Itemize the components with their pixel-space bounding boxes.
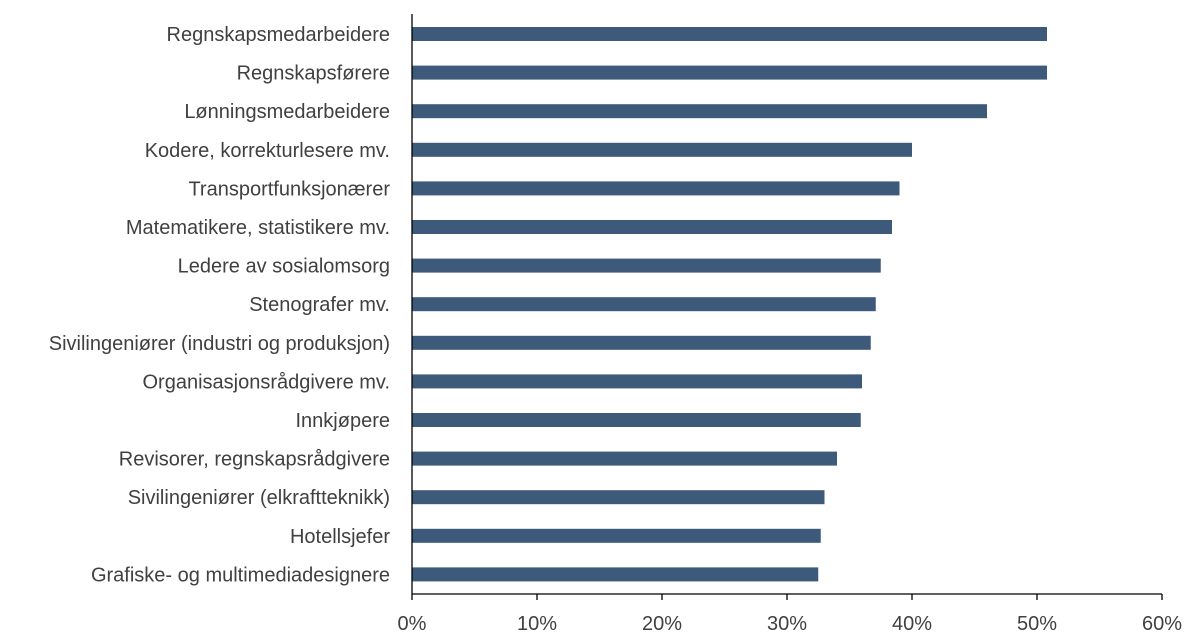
category-label: Stenografer mv. <box>249 294 390 316</box>
x-ticks-group: 0% 10% 20% 30% 40% 50% 60% <box>398 594 1182 635</box>
bar <box>412 490 825 505</box>
bars-group <box>412 27 1047 582</box>
bar <box>412 220 892 234</box>
category-label: Regnskapsmedarbeidere <box>167 24 390 46</box>
bar <box>412 451 837 466</box>
bar <box>412 258 881 273</box>
bar <box>412 104 987 119</box>
category-label: Sivilingeniører (elkraftteknikk) <box>128 487 390 509</box>
category-label: Hotellsjefer <box>290 526 390 548</box>
x-tick-label: 30% <box>767 613 807 635</box>
category-label: Regnskapsførere <box>237 63 390 85</box>
x-tick-label: 10% <box>517 613 557 635</box>
x-tick-label: 0% <box>398 613 427 635</box>
bar <box>412 528 821 543</box>
bar <box>412 413 861 427</box>
category-label: Innkjøpere <box>296 410 391 432</box>
category-label: Lønningsmedarbeidere <box>184 101 390 123</box>
category-label: Sivilingeniører (industri og produksjon) <box>49 333 390 355</box>
x-tick-label: 20% <box>642 613 682 635</box>
bar <box>412 567 819 582</box>
bar <box>412 335 871 350</box>
bar <box>412 27 1047 41</box>
bar <box>412 181 900 196</box>
category-label: Kodere, korrekturlesere mv. <box>145 140 390 162</box>
category-label: Grafiske- og multimediadesignere <box>91 564 390 586</box>
category-labels-group: Regnskapsmedarbeidere Regnskapsførere Lønn… <box>49 24 391 586</box>
category-label: Organisasjonsrådgivere mv. <box>142 371 390 393</box>
bar <box>412 142 912 157</box>
category-label: Matematikere, statistikere mv. <box>126 217 390 239</box>
x-tick-label: 40% <box>892 613 932 635</box>
category-label: Ledere av sosialomsorg <box>178 256 390 278</box>
category-label: Revisorer, regnskapsrådgivere <box>119 449 390 471</box>
x-tick-label: 50% <box>1017 613 1057 635</box>
bar <box>412 65 1047 80</box>
category-label: Transportfunksjonærer <box>188 178 390 200</box>
bar <box>412 374 862 389</box>
bar <box>412 297 876 312</box>
x-tick-label: 60% <box>1142 613 1182 635</box>
